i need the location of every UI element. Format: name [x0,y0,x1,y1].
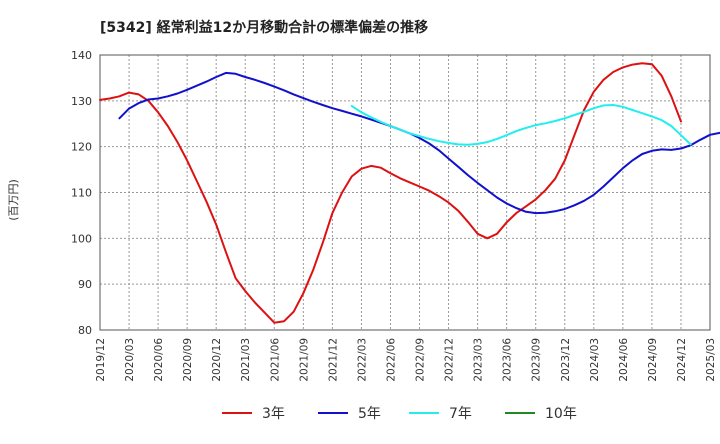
x-tick-label: 2020/09 [182,338,194,382]
x-tick-label: 2024/06 [618,338,630,382]
x-tick-label: 2024/03 [589,338,601,382]
chart-title: [5342] 経常利益12か月移動合計の標準偏差の推移 [100,19,428,36]
series-line-5年 [118,71,720,215]
x-tick-label: 2025/03 [705,338,717,382]
y-tick-label: 90 [78,278,92,291]
axes: 80 90 100 110 120 130 140 2019/12 2020/03 2020/06… [71,49,717,382]
legend-label: 5年 [358,406,381,422]
x-tick-label: 2021/03 [240,338,252,382]
x-tick-label: 2023/03 [473,338,485,382]
x-tick-label: 2022/12 [444,338,456,382]
legend-label: 3年 [262,406,285,422]
y-tick-label: 80 [78,324,92,337]
y-tick-label: 140 [71,49,92,62]
x-tick-label: 2021/06 [269,338,281,382]
x-tick-label: 2024/09 [647,338,659,382]
x-tick-label: 2023/06 [502,338,514,382]
y-tick-label: 130 [71,95,92,108]
series-line-3年 [99,62,682,324]
y-tick-label: 120 [71,141,92,154]
x-tick-label: 2022/06 [385,338,397,382]
legend-label: 7年 [449,406,472,422]
x-tick-label: 2024/12 [676,338,688,382]
series-group [99,62,720,324]
x-tick-label: 2020/12 [211,338,223,382]
x-tick-label: 2020/03 [124,338,136,382]
x-tick-label: 2021/09 [298,338,310,382]
y-tick-label: 100 [71,232,92,245]
x-tick-label: 2021/12 [327,338,339,382]
legend-label: 10年 [545,406,577,422]
x-tick-label: 2022/03 [356,338,368,382]
series-line-7年 [350,104,692,146]
x-tick-label: 2023/12 [560,338,572,382]
plot-frame [99,54,711,331]
x-tick-label: 2019/12 [95,338,107,382]
x-tick-label: 2022/09 [415,338,427,382]
grid [99,54,711,331]
y-axis-label: (百万円) [7,179,20,221]
y-tick-label: 110 [71,187,92,200]
x-tick-label: 2020/06 [153,338,165,382]
x-tick-label: 2023/09 [531,338,543,382]
legend: 3年 5年 7年 10年 [222,406,577,422]
